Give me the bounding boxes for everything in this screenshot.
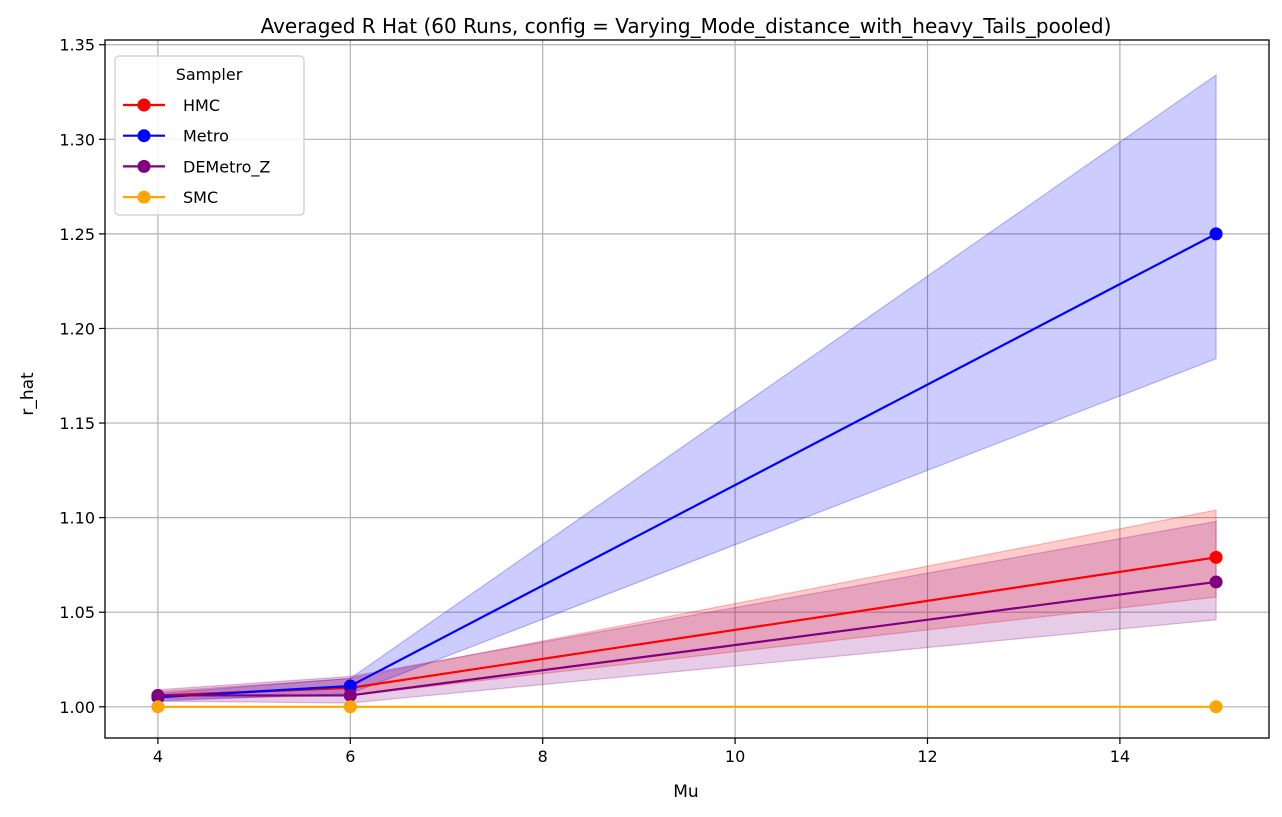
legend-label-metro: Metro	[183, 127, 229, 146]
point-hmc	[1209, 550, 1223, 564]
y-tick-label: 1.05	[59, 603, 95, 622]
point-metro	[1209, 227, 1223, 241]
legend: Sampler HMC Metro DEMetro_Z SMC	[114, 55, 305, 216]
x-axis-label: Mu	[673, 782, 698, 802]
point-demetro_z	[151, 688, 165, 702]
legend-label-hmc: HMC	[183, 96, 220, 115]
chart-title: Averaged R Hat (60 Runs, config = Varyin…	[261, 14, 1112, 38]
point-metro	[343, 679, 357, 693]
y-tick-label: 1.20	[59, 319, 95, 338]
x-tick-label: 14	[1110, 747, 1130, 766]
point-smc	[1209, 700, 1223, 714]
grid	[105, 40, 1269, 738]
y-tick-label: 1.35	[59, 36, 95, 55]
point-smc	[151, 700, 165, 714]
y-axis-label: r_hat	[18, 372, 38, 416]
x-tick-label: 8	[538, 747, 548, 766]
legend-marker-hmc	[137, 98, 151, 112]
legend-items: HMC Metro DEMetro_Z SMC	[123, 96, 270, 207]
legend-title: Sampler	[176, 65, 243, 84]
point-demetro_z	[1209, 575, 1223, 589]
legend-box	[114, 55, 305, 216]
y-tick-label: 1.25	[59, 225, 95, 244]
legend-label-demetro_z: DEMetro_Z	[183, 157, 270, 177]
x-tick-label: 12	[917, 747, 937, 766]
x-tick-label: 6	[345, 747, 355, 766]
x-tick-label: 4	[153, 747, 163, 766]
y-axis-ticks: 1.00 1.05 1.10 1.15 1.20 1.25 1.30 1.35	[59, 36, 105, 717]
legend-marker-metro	[137, 129, 151, 143]
y-tick-label: 1.30	[59, 130, 95, 149]
plot-frame	[104, 39, 1270, 739]
y-tick-label: 1.15	[59, 414, 95, 433]
legend-marker-demetro_z	[137, 159, 151, 173]
legend-marker-smc	[137, 190, 151, 204]
legend-label-smc: SMC	[183, 188, 218, 207]
x-axis-ticks: 4 6 8 10 12 14	[153, 738, 1130, 766]
series-markers	[151, 227, 1223, 714]
x-tick-label: 10	[725, 747, 745, 766]
point-demetro_z	[343, 688, 357, 702]
y-tick-label: 1.10	[59, 509, 95, 528]
point-smc	[343, 700, 357, 714]
y-tick-label: 1.00	[59, 698, 95, 717]
